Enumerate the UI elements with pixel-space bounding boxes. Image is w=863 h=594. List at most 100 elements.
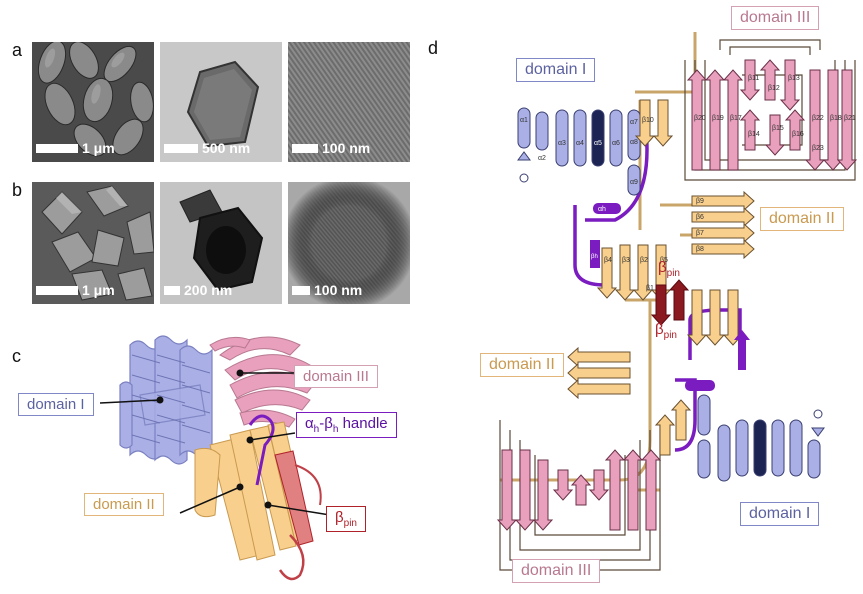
micrograph-b1-crystals (32, 182, 154, 304)
handle-loop (248, 414, 275, 486)
strand-label: β12 (768, 85, 780, 92)
strand-label: β20 (694, 115, 706, 122)
handle-helix-label: αh (598, 206, 606, 213)
leader-lines (100, 372, 331, 516)
beta-pin-symbol: β (335, 509, 344, 526)
leader-dots (156, 369, 272, 509)
domain-iii-bottom-strands (496, 449, 662, 531)
scale-label-b2: 200 nm (184, 282, 233, 298)
micrograph-a3-lattice (288, 42, 410, 162)
strand-ii-labels: β1 β2 β3 β4 β5 β6 β7 β8 β9 β10 (604, 117, 704, 292)
domain-i-tag: domain I (18, 393, 94, 416)
strand-label: β18 (830, 115, 842, 122)
strand-label: β19 (712, 115, 724, 122)
micrograph-a3: 100 nm (288, 42, 410, 162)
helix-label: α6 (612, 140, 620, 147)
strand-label: β6 (696, 214, 704, 221)
scale-label-b3: 100 nm (314, 282, 363, 298)
helix-label: α4 (576, 140, 584, 147)
strand-label: β21 (844, 115, 856, 122)
panel-label-a: a (12, 40, 23, 60)
micrograph-a2-crystal (160, 42, 282, 162)
panel-label-b: b (12, 180, 23, 200)
handle-helix-top (593, 203, 621, 214)
strand-label: β23 (812, 145, 824, 152)
domain-ii-left-tag: domain II (480, 353, 564, 377)
scale-label-a1: 1 μm (82, 140, 115, 156)
strand-label: β1 (646, 285, 654, 292)
handle-tag: αh-βh handle (296, 412, 397, 438)
domain-iii-top-tag: domain III (731, 6, 820, 30)
topology-diagram: α1 α2 α3 α4 α5 α6 α7 α8 α9 αh βh β1 β2 β… (496, 32, 858, 571)
strand-label: β9 (696, 198, 704, 205)
strand-label: β4 (604, 257, 612, 264)
handle-strand-label: βh (591, 254, 598, 260)
helix-label: α8 (630, 139, 638, 146)
strand-label: β5 (660, 257, 668, 264)
strand-label: β13 (788, 75, 800, 82)
micrograph-b3-lattice (288, 182, 410, 304)
beta-pin-symbol-bottom: β (655, 321, 664, 338)
beta-pin-sub: pin (343, 518, 357, 529)
helix-label: α7 (630, 119, 638, 126)
strand-iii-labels: β11 β12 β13 β14 β15 β16 β17 β18 β19 β20 … (694, 75, 856, 152)
micrograph-b2: 200 nm (160, 182, 282, 304)
scale-bar-a1: 1 μm (36, 140, 115, 156)
strand-label: β17 (730, 115, 742, 122)
panel-label-c: c (12, 346, 21, 366)
domain-iii-bottom-tag: domain III (512, 559, 601, 583)
helix-label: α3 (558, 140, 566, 147)
domain-ii-tag: domain II (84, 493, 164, 516)
handle-helix-bottom (685, 380, 715, 391)
domain-i-top-helices (517, 107, 641, 196)
scale-label-b1: 1 μm (82, 282, 115, 298)
helix-label: α2 (538, 155, 546, 162)
beta-pin-tag: βpin (326, 506, 366, 532)
beta-pin-label-bottom: βpin (655, 321, 677, 341)
protein-structure-cartoon (100, 335, 331, 581)
scale-bar-b1: 1 μm (36, 282, 115, 298)
beta-pin-label-top: βpin (658, 259, 680, 279)
micrograph-b1: 1 μm (32, 182, 154, 304)
scale-bar-a2: 500 nm (164, 140, 250, 156)
beta-pin-sub-bottom: pin (664, 330, 677, 341)
handle-beta-sub: h (332, 424, 339, 435)
domain-ii-top-tag: domain II (760, 207, 844, 231)
handle-word: handle (338, 415, 388, 432)
beta-pin-sub-top: pin (667, 268, 680, 279)
scale-label-a2: 500 nm (202, 140, 251, 156)
domain-ii-bottom-strands (567, 289, 744, 456)
strand-label: β11 (748, 75, 759, 82)
domain-i-bottom-tag: domain I (740, 502, 820, 526)
strand-label: β2 (640, 257, 648, 264)
domain-ii-top-strands (596, 99, 755, 301)
helix-label: α1 (520, 117, 528, 124)
handle-dash: -β (319, 415, 333, 432)
strand-label: β8 (696, 246, 704, 253)
micrograph-b2-crystal (160, 182, 282, 304)
strand-label: β14 (748, 131, 760, 138)
strand-label: β22 (812, 115, 824, 122)
domain-iii-tag: domain III (294, 365, 378, 388)
handle-strand-bottom (734, 330, 750, 370)
strand-label: β15 (772, 125, 784, 132)
beta-pin-symbol-top: β (658, 259, 667, 276)
micrograph-b3: 100 nm (288, 182, 410, 304)
scale-bar-b3: 100 nm (292, 282, 362, 298)
micrograph-a1: 1 μm (32, 42, 154, 162)
scale-bar-b2: 200 nm (164, 282, 232, 298)
micrograph-a2: 500 nm (160, 42, 282, 162)
helix-labels: α1 α2 α3 α4 α5 α6 α7 α8 α9 αh βh (520, 117, 638, 260)
strand-label: β16 (792, 131, 804, 138)
beta-pin-strands (650, 279, 690, 326)
handle-alpha-sub: h (313, 424, 320, 435)
handle-strand-top (590, 240, 600, 268)
domain-i-bottom-helices (697, 394, 821, 482)
scale-label-a3: 100 nm (322, 140, 371, 156)
beta-pin-cartoon (274, 450, 322, 581)
handle-alpha: α (305, 415, 314, 432)
domain-i-top-tag: domain I (516, 58, 596, 82)
helix-label: α5 (594, 140, 602, 147)
micrograph-a1-crystals (32, 42, 154, 162)
